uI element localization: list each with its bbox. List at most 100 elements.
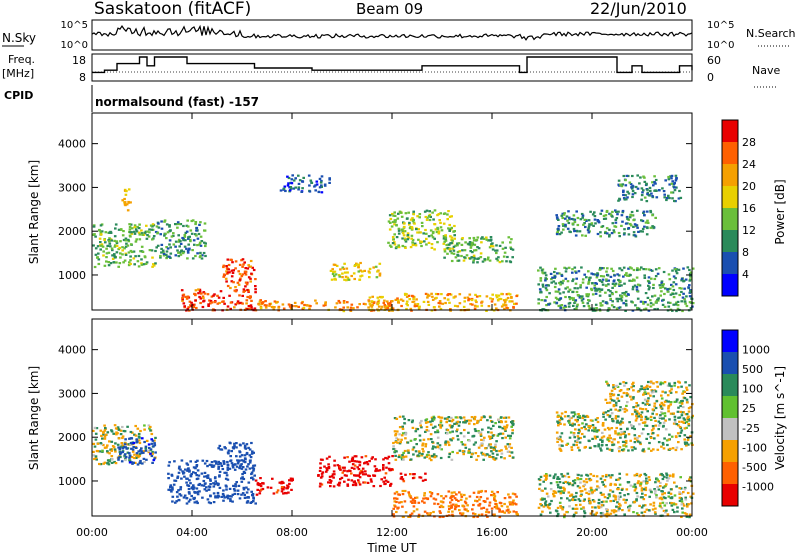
power-cell	[367, 306, 370, 309]
beam-title: Beam 09	[356, 0, 423, 18]
velocity-cell	[682, 411, 685, 414]
velocity-cell	[498, 425, 501, 428]
velocity-cell	[170, 474, 174, 477]
velocity-cell	[635, 491, 639, 495]
velocity-cell	[212, 501, 216, 504]
velocity-cell	[440, 504, 443, 507]
velocity-cell	[187, 487, 191, 491]
velocity-cell	[423, 494, 426, 497]
velocity-cell	[425, 455, 428, 458]
power-cell	[264, 300, 267, 303]
velocity-cell	[679, 431, 683, 434]
velocity-cell	[612, 511, 616, 514]
velocity-cell	[663, 504, 667, 507]
power-cell	[408, 298, 411, 301]
power-cell	[393, 223, 396, 226]
power-cell	[591, 309, 595, 312]
power-cell	[334, 278, 337, 281]
velocity-cell	[685, 398, 689, 401]
velocity-cell	[113, 460, 116, 464]
power-cell	[575, 210, 578, 213]
velocity-cell	[601, 514, 605, 517]
velocity-cell	[360, 456, 364, 459]
velocity-cell	[552, 495, 556, 498]
velocity-cell	[619, 436, 622, 439]
velocity-cell	[453, 422, 456, 425]
velocity-cell	[619, 423, 622, 426]
power-cell	[559, 283, 562, 286]
velocity-cell	[95, 458, 98, 461]
power-cell	[637, 307, 641, 310]
velocity-cell	[250, 476, 253, 480]
power-cell	[627, 233, 631, 236]
velocity-cell	[215, 462, 218, 465]
velocity-cell	[508, 501, 512, 504]
power-cell	[448, 229, 451, 232]
velocity-cell	[650, 391, 654, 394]
power-cell	[357, 270, 361, 273]
power-cell	[200, 257, 204, 260]
power-cell	[503, 301, 507, 304]
velocity-cell	[140, 451, 144, 455]
velocity-cell	[558, 444, 561, 447]
velocity-cell	[198, 482, 202, 486]
power-cell	[677, 197, 681, 200]
velocity-cell	[661, 412, 664, 415]
power-cell	[332, 270, 335, 273]
velocity-cell	[101, 437, 104, 440]
power-cell	[254, 288, 257, 291]
velocity-cell	[688, 384, 691, 387]
velocity-cell	[490, 490, 494, 493]
y-tick-label: 1000	[58, 269, 86, 282]
velocity-cell	[395, 417, 399, 420]
velocity-cell	[450, 458, 454, 461]
power-cell	[578, 296, 582, 299]
velocity-cell	[117, 458, 120, 461]
velocity-cell	[596, 435, 599, 438]
velocity-cell	[607, 440, 611, 443]
power-cell	[444, 301, 447, 305]
velocity-cell	[614, 408, 617, 411]
power-cell	[401, 237, 404, 240]
power-cell	[571, 271, 574, 274]
velocity-cell	[347, 478, 350, 481]
velocity-cell	[613, 509, 616, 512]
velocity-cell	[595, 511, 599, 514]
velocity-cell	[627, 449, 630, 452]
power-cell	[108, 240, 111, 243]
velocity-cell	[409, 458, 413, 461]
power-cell	[155, 225, 159, 228]
power-cell	[617, 179, 621, 182]
velocity-cell	[175, 491, 179, 494]
power-cell	[633, 223, 637, 226]
power-cell	[424, 215, 428, 219]
power-cell	[688, 279, 692, 282]
velocity-cell	[332, 476, 335, 479]
velocity-cell	[577, 473, 580, 477]
power-cell	[160, 251, 163, 254]
velocity-cell	[440, 495, 443, 498]
power-cell	[185, 247, 188, 250]
power-cell	[480, 237, 483, 240]
power-cell	[288, 305, 292, 308]
velocity-cell	[506, 443, 510, 446]
velocity-cell	[482, 506, 486, 509]
velocity-cell	[594, 437, 597, 440]
power-cell	[413, 303, 417, 306]
power-cell	[176, 226, 179, 229]
velocity-cell	[571, 424, 574, 427]
velocity-cell	[628, 421, 631, 424]
power-cell	[168, 255, 171, 258]
power-cell	[213, 293, 216, 296]
velocity-cell	[369, 478, 373, 481]
velocity-cell	[396, 507, 399, 510]
power-cell	[505, 260, 508, 263]
power-cell	[573, 301, 576, 304]
power-cell	[342, 267, 346, 270]
velocity-cell	[361, 471, 364, 474]
power-cell	[602, 217, 606, 220]
velocity-cell	[487, 426, 490, 429]
velocity-cell	[343, 474, 347, 477]
velocity-cell	[546, 495, 550, 498]
